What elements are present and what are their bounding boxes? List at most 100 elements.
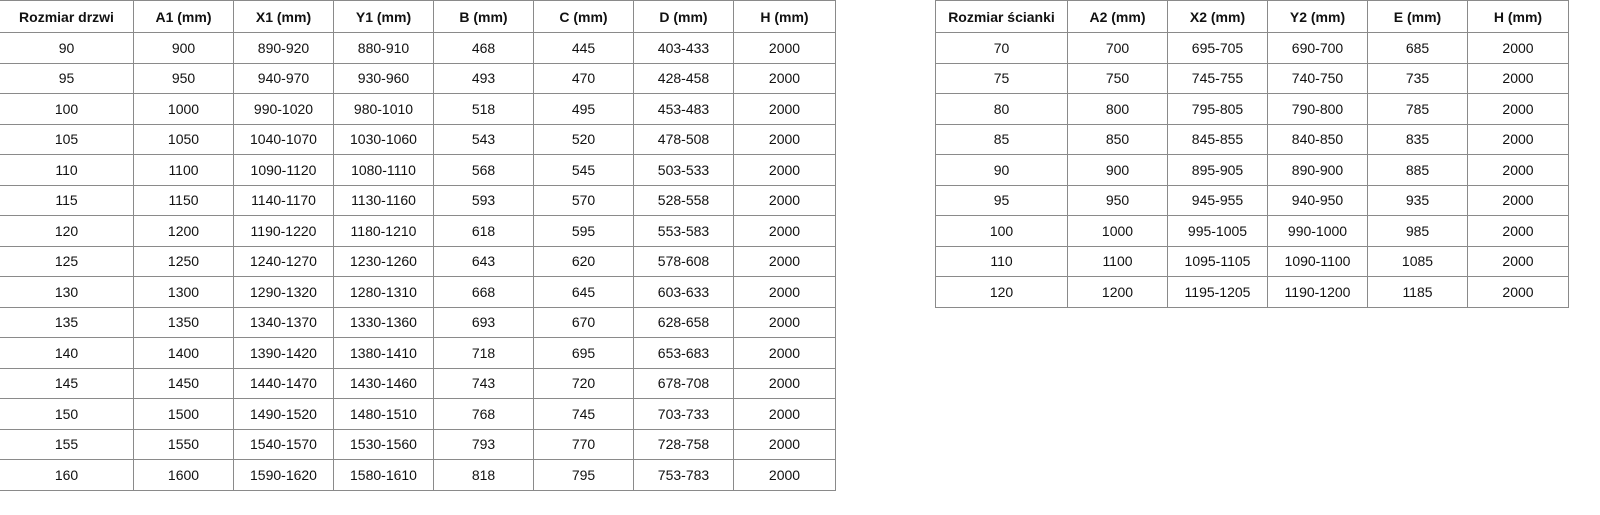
table-cell: 795-805	[1167, 93, 1268, 125]
table-cell: 2000	[733, 367, 836, 399]
table-cell: 1340-1370	[233, 306, 334, 338]
table-row: 125 1250 1240-1270 1230-1260 643 620 578-608 20…	[0, 245, 836, 277]
table-cell: 570	[533, 184, 634, 216]
table-cell: 945-955	[1167, 184, 1268, 216]
table-cell: 130	[0, 276, 134, 308]
table-cell: 2000	[733, 306, 836, 338]
table-cell: 1040-1070	[233, 123, 334, 155]
table-row: 80 800 795-805 790-800 785 2000	[935, 93, 1569, 125]
table-cell: 818	[433, 459, 534, 491]
table-cell: 643	[433, 245, 534, 277]
table-cell: 1330-1360	[333, 306, 434, 338]
table-cell: 693	[433, 306, 534, 338]
table-cell: 1000	[1067, 215, 1168, 247]
column-header: H (mm)	[1467, 0, 1569, 33]
table-cell: 2000	[733, 215, 836, 247]
table-cell: 553-583	[633, 215, 734, 247]
column-header: X2 (mm)	[1167, 0, 1268, 33]
table-cell: 1550	[133, 428, 234, 460]
table-row: 115 1150 1140-1170 1130-1160 593 570 528-558 20…	[0, 184, 836, 216]
table-cell: 745-755	[1167, 62, 1268, 94]
table-cell: 85	[935, 123, 1068, 155]
table-cell: 800	[1067, 93, 1168, 125]
table-cell: 1185	[1367, 276, 1468, 308]
table-cell: 568	[433, 154, 534, 186]
table-cell: 603-633	[633, 276, 734, 308]
table-cell: 1200	[133, 215, 234, 247]
table-cell: 478-508	[633, 123, 734, 155]
table-cell: 2000	[1467, 276, 1569, 308]
table-cell: 653-683	[633, 337, 734, 369]
table-cell: 75	[935, 62, 1068, 94]
table-cell: 1230-1260	[333, 245, 434, 277]
table-cell: 1100	[133, 154, 234, 186]
table-row: 75 750 745-755 740-750 735 2000	[935, 62, 1569, 94]
table-cell: 145	[0, 367, 134, 399]
table-cell: 528-558	[633, 184, 734, 216]
table-cell: 845-855	[1167, 123, 1268, 155]
table-cell: 70	[935, 32, 1068, 64]
table-cell: 1240-1270	[233, 245, 334, 277]
table-cell: 1000	[133, 93, 234, 125]
table-cell: 155	[0, 428, 134, 460]
table-cell: 1530-1560	[333, 428, 434, 460]
table-cell: 95	[0, 62, 134, 94]
table-row: 130 1300 1290-1320 1280-1310 668 645 603-633 20…	[0, 276, 836, 308]
table-cell: 518	[433, 93, 534, 125]
table-cell: 1180-1210	[333, 215, 434, 247]
table-cell: 1390-1420	[233, 337, 334, 369]
column-header: H (mm)	[733, 0, 836, 33]
column-header: X1 (mm)	[233, 0, 334, 33]
table-cell: 735	[1367, 62, 1468, 94]
table-cell: 1430-1460	[333, 367, 434, 399]
table-cell: 135	[0, 306, 134, 338]
table-cell: 753-783	[633, 459, 734, 491]
table-cell: 1050	[133, 123, 234, 155]
table-cell: 678-708	[633, 367, 734, 399]
table-cell: 745	[533, 398, 634, 430]
table-cell: 453-483	[633, 93, 734, 125]
table-cell: 2000	[733, 245, 836, 277]
table-cell: 2000	[1467, 245, 1569, 277]
table-cell: 895-905	[1167, 154, 1268, 186]
table-cell: 95	[935, 184, 1068, 216]
table-cell: 645	[533, 276, 634, 308]
table-cell: 2000	[733, 337, 836, 369]
wall-size-table: Rozmiar ścianki A2 (mm) X2 (mm) Y2 (mm) E (m…	[935, 0, 1569, 308]
table-cell: 578-608	[633, 245, 734, 277]
table-cell: 2000	[1467, 184, 1569, 216]
table-cell: 2000	[733, 428, 836, 460]
table-cell: 100	[0, 93, 134, 125]
table-cell: 90	[0, 32, 134, 64]
column-header: C (mm)	[533, 0, 634, 33]
table-cell: 160	[0, 459, 134, 491]
table-cell: 990-1000	[1267, 215, 1368, 247]
table-cell: 2000	[733, 184, 836, 216]
table-cell: 120	[935, 276, 1068, 308]
table-row: 150 1500 1490-1520 1480-1510 768 745 703-733 20…	[0, 398, 836, 430]
table-cell: 545	[533, 154, 634, 186]
table-cell: 1580-1610	[333, 459, 434, 491]
table-cell: 110	[0, 154, 134, 186]
column-header: E (mm)	[1367, 0, 1468, 33]
table-cell: 2000	[733, 459, 836, 491]
table-cell: 403-433	[633, 32, 734, 64]
table-row: 90 900 890-920 880-910 468 445 403-433 2000	[0, 32, 836, 64]
table-cell: 840-850	[1267, 123, 1368, 155]
table-cell: 685	[1367, 32, 1468, 64]
table-cell: 120	[0, 215, 134, 247]
table-row: 95 950 940-970 930-960 493 470 428-458 2000	[0, 62, 836, 94]
table-cell: 1090-1100	[1267, 245, 1368, 277]
table-cell: 2000	[733, 32, 836, 64]
column-header: Y1 (mm)	[333, 0, 434, 33]
table-cell: 1450	[133, 367, 234, 399]
table-cell: 995-1005	[1167, 215, 1268, 247]
table-cell: 793	[433, 428, 534, 460]
table-cell: 1130-1160	[333, 184, 434, 216]
table-cell: 703-733	[633, 398, 734, 430]
table-row: 140 1400 1390-1420 1380-1410 718 695 653-683 20…	[0, 337, 836, 369]
table-cell: 620	[533, 245, 634, 277]
table-cell: 1540-1570	[233, 428, 334, 460]
table-row: 85 850 845-855 840-850 835 2000	[935, 123, 1569, 155]
table-cell: 1250	[133, 245, 234, 277]
